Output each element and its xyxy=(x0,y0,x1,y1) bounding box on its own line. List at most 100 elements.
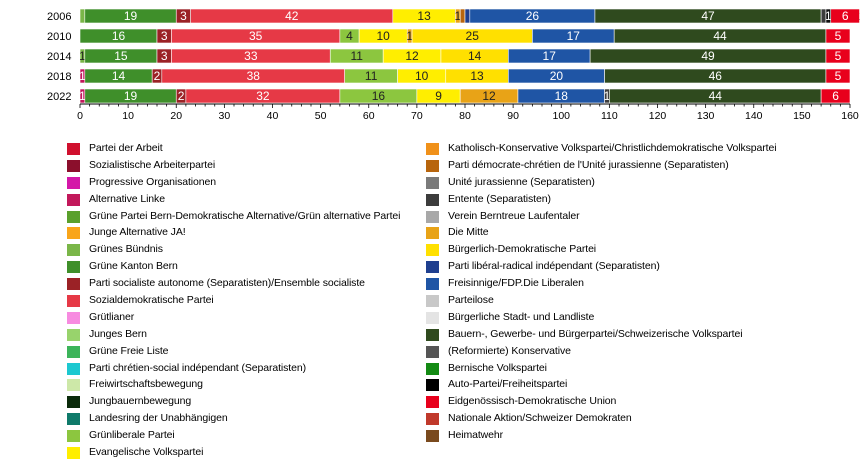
legend-label: Grünliberale Partei xyxy=(89,429,175,442)
data-label-2010-8: 44 xyxy=(713,29,727,43)
legend-label: Heimatwehr xyxy=(448,429,504,442)
legend-swatch xyxy=(426,328,439,341)
x-tick-label-140: 140 xyxy=(745,110,763,122)
legend-swatch xyxy=(426,176,439,189)
stacked-bar-chart: 2006193421312647161201016335410125174452… xyxy=(47,8,860,122)
legend-swatch xyxy=(426,311,439,324)
legend-swatch xyxy=(426,210,439,223)
data-label-2018-0: 1 xyxy=(79,69,86,83)
legend-swatch xyxy=(426,261,439,274)
legend-label: Bürgerliche Stadt- und Landliste xyxy=(448,310,595,323)
legend-swatch xyxy=(67,328,80,341)
data-label-2014-3: 33 xyxy=(244,49,258,63)
legend-swatch xyxy=(67,447,80,460)
legend-label: Freisinnige/FDP.Die Liberalen xyxy=(448,277,584,290)
year-label-2018: 2018 xyxy=(47,71,71,83)
x-tick-label-160: 160 xyxy=(841,110,859,122)
data-label-2010-3: 4 xyxy=(346,29,353,43)
legend-swatch xyxy=(67,311,80,324)
legend-label: Entente (Separatisten) xyxy=(448,192,551,205)
legend-swatch xyxy=(426,278,439,291)
x-tick-label-10: 10 xyxy=(122,110,134,122)
legend-label: Grütlianer xyxy=(89,310,135,323)
legend-label: Parti démocrate-chrétien de l'Unité jura… xyxy=(448,158,729,171)
x-tick-label-50: 50 xyxy=(315,110,327,122)
x-tick-label-60: 60 xyxy=(363,110,375,122)
legend-swatch xyxy=(67,210,80,223)
legend-label: Sozialdemokratische Partei xyxy=(89,294,214,307)
x-tick-label-40: 40 xyxy=(267,110,279,122)
legend-label: Katholisch-Konservative Volkspartei/Chri… xyxy=(448,142,777,154)
data-label-2006-11: 1 xyxy=(825,9,832,23)
data-label-2018-9: 5 xyxy=(835,69,842,83)
legend-swatch xyxy=(67,379,80,392)
legend-label: Sozialistische Arbeiterpartei xyxy=(89,158,216,171)
legend-swatch xyxy=(426,244,439,257)
legend-swatch xyxy=(67,193,80,206)
data-label-2018-4: 11 xyxy=(365,69,378,83)
data-label-2014-0: 1 xyxy=(79,49,86,63)
legend-label: Landesring der Unabhängigen xyxy=(89,412,228,425)
data-label-2014-4: 11 xyxy=(350,49,363,63)
data-label-2010-4: 10 xyxy=(377,29,391,43)
year-label-2006: 2006 xyxy=(47,11,71,23)
data-label-2022-7: 18 xyxy=(555,89,569,103)
x-tick-label-80: 80 xyxy=(459,110,471,122)
data-label-2022-2: 2 xyxy=(178,89,185,103)
legend-label: Grüne Freie Liste xyxy=(89,344,169,357)
data-label-2006-13: 1 xyxy=(859,9,860,23)
legend-swatch xyxy=(67,362,80,375)
legend-label: Evangelische Volkspartei xyxy=(89,446,204,459)
legend-label: Jungbauernbewegung xyxy=(89,395,192,408)
x-tick-label-20: 20 xyxy=(170,110,182,122)
x-tick-label-100: 100 xyxy=(552,110,570,122)
legend-label: Grünes Bündnis xyxy=(89,243,163,256)
legend-swatch xyxy=(67,345,80,358)
data-label-2018-2: 2 xyxy=(154,69,161,83)
legend-label: Parti socialiste autonome (Separatisten)… xyxy=(89,277,365,290)
x-tick-label-110: 110 xyxy=(601,110,618,122)
legend-swatch xyxy=(426,379,439,392)
data-label-2014-1: 15 xyxy=(114,49,128,63)
data-label-2014-6: 14 xyxy=(468,49,482,63)
legend-swatch xyxy=(426,295,439,308)
legend-swatch xyxy=(426,143,439,155)
legend-swatch xyxy=(426,413,439,426)
year-label-2014: 2014 xyxy=(47,51,71,63)
legend-swatch xyxy=(426,396,439,409)
data-label-2022-0: 1 xyxy=(79,89,86,103)
data-label-2006-1: 19 xyxy=(124,9,138,23)
data-label-2006-5: 1 xyxy=(454,9,461,23)
bar-segment-2022-10 xyxy=(820,88,851,104)
data-label-2018-6: 13 xyxy=(470,69,484,83)
x-tick-label-0: 0 xyxy=(77,110,83,122)
legend-label: Parti libéral-radical indépendant (Separ… xyxy=(448,260,660,273)
legend-label: Verein Berntreue Laufentaler xyxy=(448,209,580,222)
x-tick-label-30: 30 xyxy=(219,110,231,122)
legend-swatch xyxy=(67,176,80,189)
data-label-2006-4: 13 xyxy=(417,9,431,23)
legend-label: Die Mitte xyxy=(448,226,489,239)
data-label-2022-1: 19 xyxy=(124,89,138,103)
legend-swatch xyxy=(67,244,80,257)
x-tick-label-90: 90 xyxy=(507,110,519,122)
data-label-2022-8: 1 xyxy=(604,89,611,103)
data-label-2010-6: 25 xyxy=(466,29,480,43)
data-label-2010-1: 3 xyxy=(161,29,168,43)
legend-label: Parti chrétien-social indépendant (Separ… xyxy=(89,361,306,374)
legend-label: Unité jurassienne (Separatisten) xyxy=(448,175,595,188)
bar-segment-2006-0 xyxy=(79,8,86,24)
legend-swatch xyxy=(426,345,439,358)
x-tick-label-150: 150 xyxy=(793,110,811,122)
legend-label: Freiwirtschaftsbewegung xyxy=(89,378,203,391)
data-label-2018-3: 38 xyxy=(247,69,261,83)
legend-swatch xyxy=(426,193,439,206)
legend-swatch xyxy=(67,430,80,443)
legend-label: Bürgerlich-Demokratische Partei xyxy=(448,243,597,256)
legend-label: Bauern-, Gewerbe- und Bürgerpartei/Schwe… xyxy=(448,327,743,340)
legend-label: Junges Bern xyxy=(89,327,147,340)
data-label-2022-6: 12 xyxy=(482,89,496,103)
data-label-2022-5: 9 xyxy=(435,89,442,103)
legend-swatch xyxy=(67,261,80,274)
legend-swatch xyxy=(426,227,439,240)
